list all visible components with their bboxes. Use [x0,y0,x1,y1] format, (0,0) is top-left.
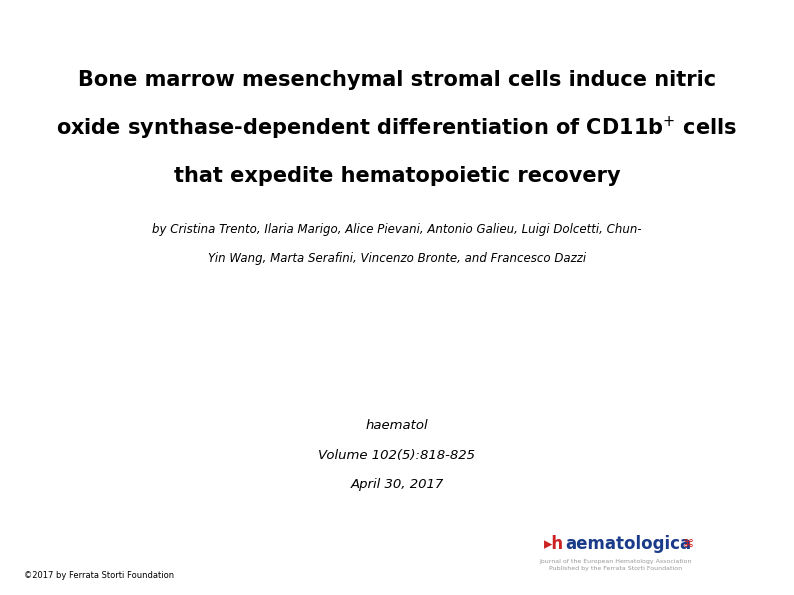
Text: Journal of the European Hematology Association
Published by the Ferrata Storti F: Journal of the European Hematology Assoc… [539,559,692,571]
Text: ⌘: ⌘ [683,540,694,549]
Text: that expedite hematopoietic recovery: that expedite hematopoietic recovery [174,165,620,186]
Text: haematol: haematol [366,419,428,432]
Text: Bone marrow mesenchymal stromal cells induce nitric: Bone marrow mesenchymal stromal cells in… [78,70,716,90]
Text: April 30, 2017: April 30, 2017 [350,478,444,491]
Text: Volume 102(5):818-825: Volume 102(5):818-825 [318,449,476,462]
Text: by Cristina Trento, Ilaria Marigo, Alice Pievani, Antonio Galieu, Luigi Dolcetti: by Cristina Trento, Ilaria Marigo, Alice… [152,223,642,236]
Text: aematologica: aematologica [565,536,692,553]
Text: Yin Wang, Marta Serafini, Vincenzo Bronte, and Francesco Dazzi: Yin Wang, Marta Serafini, Vincenzo Bront… [208,252,586,265]
Text: ©2017 by Ferrata Storti Foundation: ©2017 by Ferrata Storti Foundation [24,571,174,580]
Text: oxide synthase-dependent differentiation of CD11b$^{+}$ cells: oxide synthase-dependent differentiation… [56,114,738,142]
Text: ▸h: ▸h [544,536,564,553]
